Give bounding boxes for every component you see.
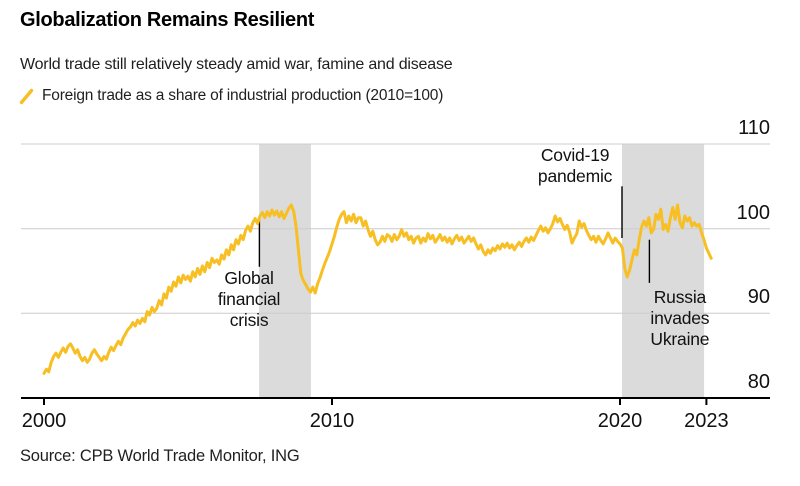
annotation-line: Global	[224, 267, 274, 288]
annotation-line: financial	[217, 288, 281, 309]
x-tick-label-2020: 2020	[597, 410, 643, 432]
y-tick-label-90: 90	[747, 286, 770, 309]
annotation-line: Russia	[653, 287, 707, 308]
x-tick-label-2000: 2000	[21, 410, 67, 432]
legend-label: Foreign trade as a share of industrial p…	[42, 87, 444, 104]
annotation-russia-invades-ukraine: Russia invades Ukraine	[650, 287, 709, 350]
legend: Foreign trade as a share of industrial p…	[19, 87, 443, 105]
chart-title: Globalization Remains Resilient	[20, 9, 315, 31]
y-tick-label-110: 110	[738, 116, 770, 139]
annotation-line: crisis	[229, 309, 269, 330]
x-tick-label-2010: 2010	[309, 410, 355, 432]
annotation-line: Covid-19	[540, 144, 610, 165]
annotation-covid-19-pandemic: Covid-19 pandemic	[538, 145, 612, 187]
source-note: Source: CPB World Trade Monitor, ING	[20, 447, 300, 465]
annotation-line: pandemic	[537, 165, 613, 186]
x-tick-label-2023: 2023	[684, 410, 729, 432]
legend-slash-icon	[19, 88, 34, 104]
annotation-global-financial-crisis: Global financial crisis	[217, 267, 281, 331]
annotation-line: invades	[650, 308, 710, 329]
chart-subtitle: World trade still relatively steady amid…	[20, 56, 453, 73]
y-tick-label-100: 100	[736, 201, 770, 224]
annotation-line: Ukraine	[650, 329, 710, 350]
y-tick-label-80: 80	[747, 371, 770, 393]
